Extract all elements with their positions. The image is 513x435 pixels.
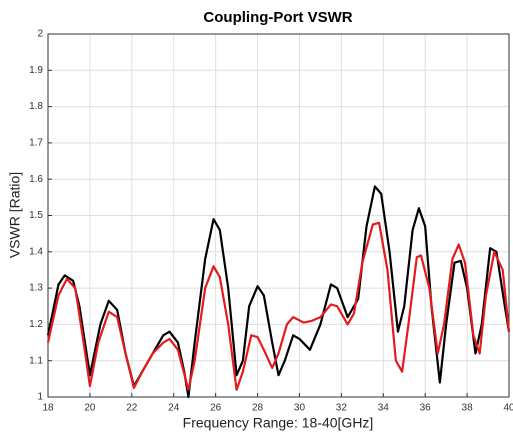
x-tick-label: 36 xyxy=(420,403,432,414)
x-axis-label: Frequency Range: 18-40[GHz] xyxy=(183,415,374,431)
x-tick-label: 22 xyxy=(126,403,138,414)
y-tick-label: 1.3 xyxy=(29,283,43,294)
y-tick-label: 1.4 xyxy=(29,246,43,257)
y-tick-label: 1.2 xyxy=(29,319,43,330)
y-tick-label: 2 xyxy=(37,29,43,40)
x-tick-label: 28 xyxy=(252,403,264,414)
x-tick-label: 32 xyxy=(336,403,348,414)
chart-title: Coupling-Port VSWR xyxy=(203,9,352,26)
y-tick-label: 1.5 xyxy=(29,210,43,221)
y-tick-label: 1.7 xyxy=(29,138,43,149)
x-tick-label: 26 xyxy=(210,403,222,414)
x-tick-label: 20 xyxy=(84,403,96,414)
y-axis-label: VSWR [Ratio] xyxy=(7,172,23,258)
y-tick-label: 1.8 xyxy=(29,101,43,112)
series-line xyxy=(46,221,511,391)
plot-frame xyxy=(47,33,510,398)
x-tick-label: 34 xyxy=(378,403,390,414)
x-tick-label: 18 xyxy=(42,403,54,414)
x-tick-label: 40 xyxy=(503,403,513,414)
x-tick-label: 38 xyxy=(462,403,474,414)
x-tick-label: 24 xyxy=(168,403,180,414)
y-tick-label: 1.9 xyxy=(29,65,43,76)
y-tick-label: 1.6 xyxy=(29,174,43,185)
x-tick-label: 30 xyxy=(294,403,306,414)
y-tick-label: 1.1 xyxy=(29,355,43,366)
y-tick-label: 1 xyxy=(37,392,43,403)
